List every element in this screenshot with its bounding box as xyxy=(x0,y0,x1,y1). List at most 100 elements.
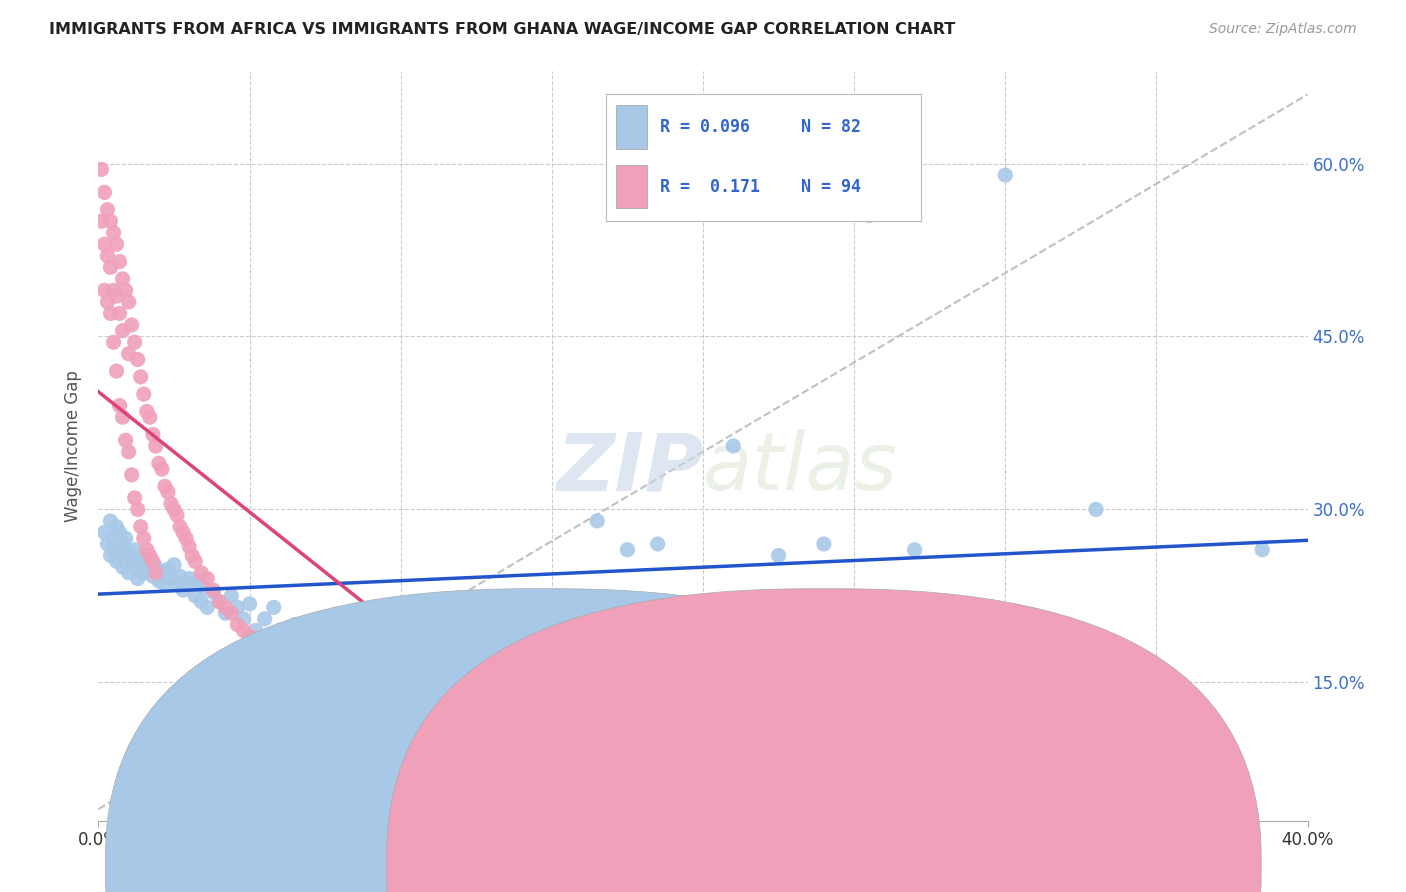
Text: ZIP: ZIP xyxy=(555,429,703,508)
Point xyxy=(105,519,128,533)
Point xyxy=(129,554,152,568)
Point xyxy=(389,727,412,741)
Point xyxy=(166,508,188,523)
Text: Immigrants from Africa: Immigrants from Africa xyxy=(565,859,742,873)
Point xyxy=(181,549,204,563)
Point xyxy=(245,624,267,638)
Point xyxy=(844,825,866,839)
Point xyxy=(100,306,122,320)
Point xyxy=(676,733,699,747)
Point xyxy=(344,692,367,706)
Point xyxy=(118,347,141,361)
Point xyxy=(723,808,745,822)
Point xyxy=(118,294,141,309)
Point xyxy=(111,410,134,425)
Point xyxy=(374,652,396,666)
Point xyxy=(135,542,157,557)
Point xyxy=(103,335,125,350)
Point xyxy=(661,790,683,805)
Point xyxy=(232,612,254,626)
Point xyxy=(450,767,472,781)
Point xyxy=(100,549,122,563)
Point xyxy=(214,606,236,620)
Point xyxy=(142,569,165,583)
Point xyxy=(118,444,141,458)
Point xyxy=(93,186,115,200)
Point xyxy=(93,237,115,252)
Point xyxy=(156,562,179,576)
Point xyxy=(783,819,806,833)
Point xyxy=(150,462,173,476)
Point xyxy=(108,525,131,540)
Point xyxy=(96,294,118,309)
Point xyxy=(124,335,146,350)
Point xyxy=(135,404,157,418)
Point xyxy=(105,554,128,568)
Point xyxy=(139,562,162,576)
Point xyxy=(202,583,225,598)
Point xyxy=(1085,502,1108,516)
Point xyxy=(166,577,188,591)
Point xyxy=(994,168,1017,182)
Point xyxy=(374,715,396,730)
Point xyxy=(284,658,307,673)
Point xyxy=(127,352,149,367)
Point xyxy=(103,226,125,240)
Point xyxy=(124,491,146,505)
Point xyxy=(160,572,183,586)
Text: IMMIGRANTS FROM AFRICA VS IMMIGRANTS FROM GHANA WAGE/INCOME GAP CORRELATION CHAR: IMMIGRANTS FROM AFRICA VS IMMIGRANTS FRO… xyxy=(49,22,956,37)
Point xyxy=(135,554,157,568)
Point xyxy=(179,572,201,586)
Point xyxy=(114,542,136,557)
Point xyxy=(555,710,578,724)
Point xyxy=(105,289,128,303)
Point xyxy=(124,542,146,557)
Point xyxy=(114,531,136,545)
Point xyxy=(121,318,143,332)
Point xyxy=(602,756,624,770)
Point xyxy=(1251,542,1274,557)
Point xyxy=(647,537,669,551)
Point xyxy=(195,572,218,586)
Point xyxy=(129,519,152,533)
Point xyxy=(132,387,155,401)
Point xyxy=(314,624,336,638)
Point xyxy=(1160,698,1182,713)
Point xyxy=(299,669,322,683)
Point xyxy=(263,600,285,615)
Point xyxy=(108,549,131,563)
Point xyxy=(132,566,155,580)
Point xyxy=(163,502,186,516)
Point xyxy=(299,640,322,655)
Point xyxy=(284,617,307,632)
Point xyxy=(190,566,212,580)
Point xyxy=(103,284,125,298)
Point xyxy=(96,537,118,551)
Point xyxy=(169,519,191,533)
Point xyxy=(723,439,745,453)
Point xyxy=(858,209,880,223)
Point xyxy=(96,202,118,217)
Point xyxy=(150,566,173,580)
Point xyxy=(202,585,225,599)
Point xyxy=(360,704,382,718)
Point xyxy=(114,434,136,448)
Point xyxy=(156,485,179,500)
Point xyxy=(111,537,134,551)
Point xyxy=(616,767,638,781)
Point xyxy=(100,514,122,528)
Point xyxy=(105,237,128,252)
Point xyxy=(139,549,162,563)
Text: Source: ZipAtlas.com: Source: ZipAtlas.com xyxy=(1209,22,1357,37)
Point xyxy=(179,539,201,553)
Point xyxy=(93,284,115,298)
Point xyxy=(214,600,236,615)
Point xyxy=(118,566,141,580)
Point xyxy=(90,214,112,228)
Point xyxy=(145,566,167,580)
Point xyxy=(93,525,115,540)
Point xyxy=(105,364,128,378)
Point xyxy=(111,272,134,286)
Point xyxy=(329,647,352,661)
Point xyxy=(103,542,125,557)
